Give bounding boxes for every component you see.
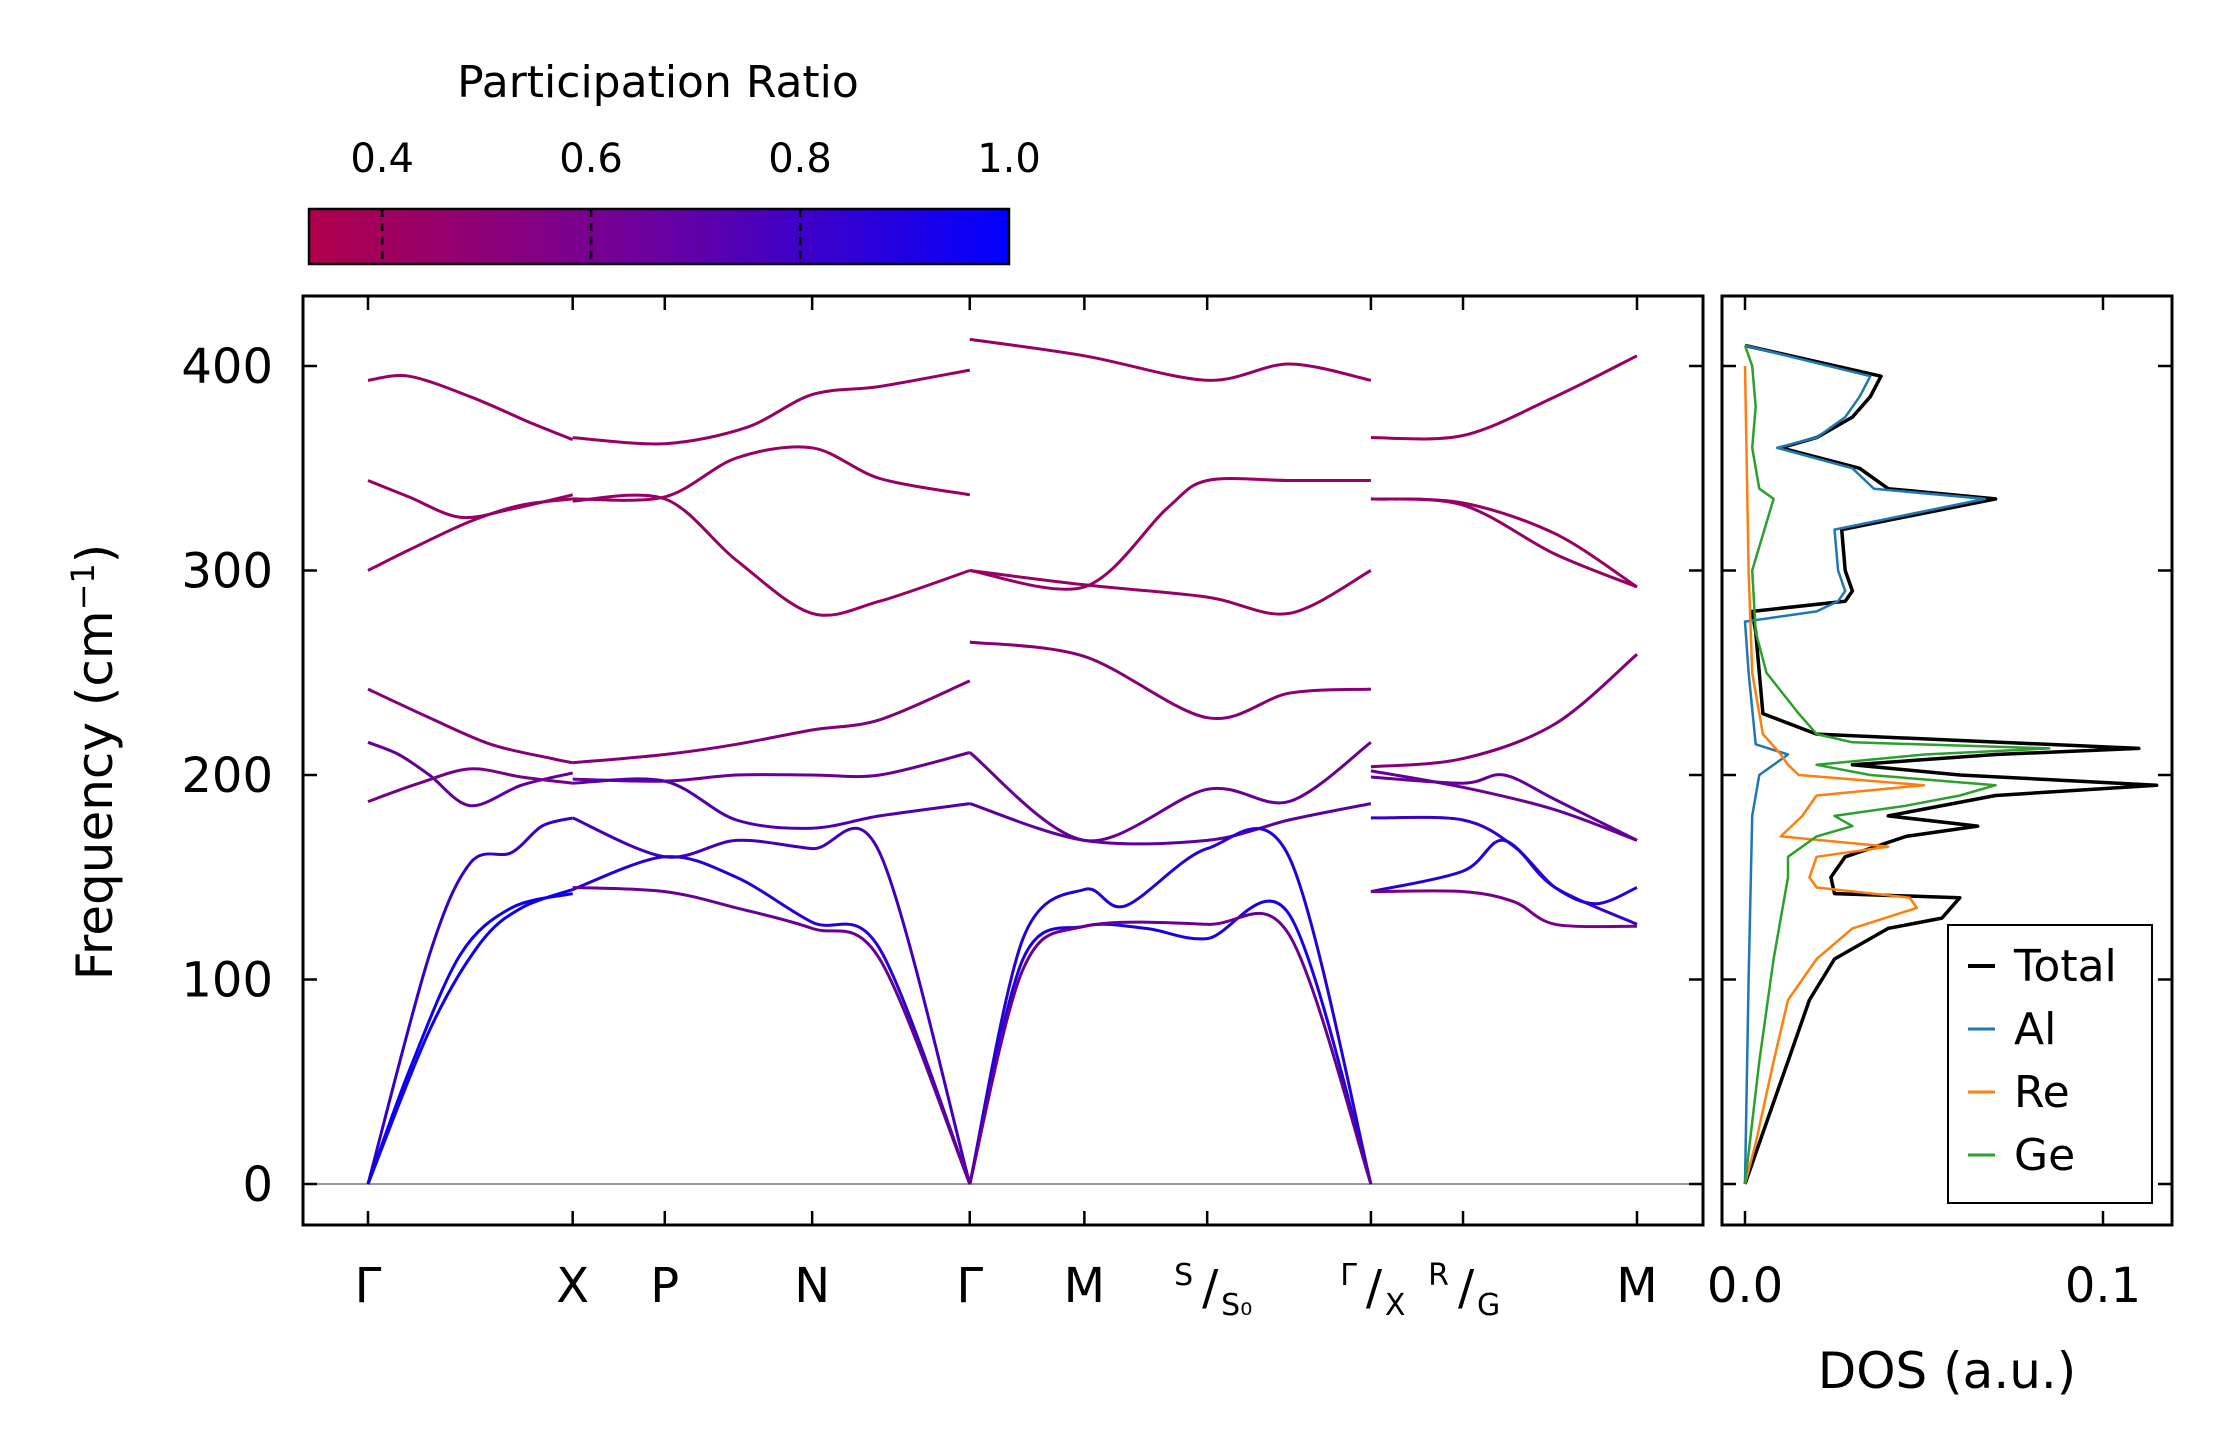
x-tick-label: N <box>794 1258 830 1314</box>
band-line <box>367 479 574 520</box>
colorbar-title: Participation Ratio <box>457 57 859 108</box>
dos-axes: 0.0 0.1 <box>1707 296 2172 1314</box>
y-tick-label: 100 <box>181 953 273 1009</box>
legend-label-ge: Ge <box>2014 1130 2075 1181</box>
band-line <box>1370 889 1638 929</box>
dos-panel: 0.0 0.1 DOS (a.u.) Total Al Re Ge <box>1707 294 2174 1400</box>
dos-line-ge <box>1743 345 2051 1185</box>
colorbar-tick-label: 0.4 <box>350 136 414 182</box>
band-line <box>367 687 573 765</box>
colorbar-tick-label: 0.6 <box>559 136 623 182</box>
colorbar: Participation Ratio 0.4 0.6 0.8 1.0 <box>307 57 1041 266</box>
colorbar-gradient <box>307 207 1011 266</box>
band-line <box>367 374 574 441</box>
dos-x-tick-label: 0.1 <box>2065 1258 2141 1314</box>
colorbar-tick-label: 0.8 <box>768 136 832 182</box>
band-line <box>1370 769 1638 842</box>
band-line <box>572 679 971 765</box>
y-tick-label: 200 <box>181 748 273 804</box>
band-line <box>1370 354 1638 441</box>
x-tick-label-sup: S <box>1174 1258 1193 1293</box>
band-line <box>572 445 971 502</box>
band-line <box>366 888 574 1185</box>
colorbar-ticks: 0.4 0.6 0.8 1.0 <box>350 136 1041 264</box>
band-line <box>572 816 972 1185</box>
band-line <box>969 802 1372 846</box>
legend-label-al: Al <box>2014 1004 2056 1055</box>
x-tick-fraction-label: R / G <box>1428 1258 1500 1323</box>
x-tick-label-slash: / <box>1458 1260 1475 1316</box>
x-tick-label-slash: / <box>1202 1260 1219 1316</box>
band-line <box>366 816 574 1185</box>
legend-box <box>1947 924 2153 1204</box>
band-line <box>572 493 971 617</box>
band-line <box>572 855 972 1185</box>
x-tick-label: X <box>556 1258 589 1314</box>
band-line <box>969 476 1371 591</box>
band-line <box>1370 773 1638 842</box>
y-tick-label: 400 <box>181 339 273 395</box>
x-tick-fraction-label: S / S₀ <box>1174 1258 1252 1323</box>
dos-frame <box>1720 294 2174 1227</box>
band-line <box>367 497 573 572</box>
x-tick-fraction-label: Γ / X <box>1340 1258 1405 1323</box>
band-line <box>969 337 1372 382</box>
x-tick-label: M <box>1064 1258 1105 1314</box>
y-axis-label: Frequency (cm−1) <box>64 544 124 981</box>
legend-label-re: Re <box>2014 1067 2070 1118</box>
dos-lines <box>1743 343 2159 1185</box>
band-line <box>968 911 1373 1185</box>
band-line <box>572 751 971 783</box>
band-line <box>969 640 1371 721</box>
dos-line-al <box>1743 344 1987 1185</box>
y-tick-label: 0 <box>242 1157 273 1213</box>
band-line <box>1370 838 1638 906</box>
band-line <box>968 899 1373 1185</box>
band-frame <box>301 294 1705 1227</box>
x-axis-label-dos: DOS (a.u.) <box>1818 1342 2077 1400</box>
band-line <box>969 569 1372 616</box>
x-tick-label-sup: Γ <box>1340 1258 1357 1293</box>
band-line <box>572 777 971 830</box>
x-tick-label-slash: / <box>1366 1260 1383 1316</box>
band-lines <box>303 337 1703 1185</box>
x-tick-label: Γ <box>956 1258 983 1314</box>
x-tick-label-sub: S₀ <box>1221 1288 1252 1323</box>
dos-line-total <box>1743 343 2159 1185</box>
band-line <box>1370 497 1638 589</box>
band-line <box>367 740 574 808</box>
band-line <box>968 741 1372 843</box>
x-tick-label: P <box>650 1258 679 1314</box>
x-tick-label-sup: R <box>1428 1258 1449 1293</box>
dos-line-re <box>1743 365 1926 1185</box>
x-tick-label: M <box>1616 1258 1657 1314</box>
y-tick-label: 300 <box>181 544 273 600</box>
legend-label-total: Total <box>2013 941 2117 992</box>
band-line <box>1370 815 1638 926</box>
x-tick-label-sub: X <box>1385 1288 1406 1323</box>
dos-legend: Total Al Re Ge <box>1947 924 2153 1204</box>
band-line <box>1370 653 1638 769</box>
band-line <box>367 767 573 804</box>
colorbar-tick-label: 1.0 <box>977 136 1041 182</box>
band-line <box>1370 497 1638 589</box>
band-line <box>366 892 574 1185</box>
band-line <box>968 827 1373 1185</box>
x-tick-label: Γ <box>355 1258 382 1314</box>
band-line <box>572 368 971 446</box>
x-tick-label-sub: G <box>1477 1288 1500 1323</box>
band-line <box>572 886 972 1185</box>
dos-x-tick-label: 0.0 <box>1707 1258 1783 1314</box>
